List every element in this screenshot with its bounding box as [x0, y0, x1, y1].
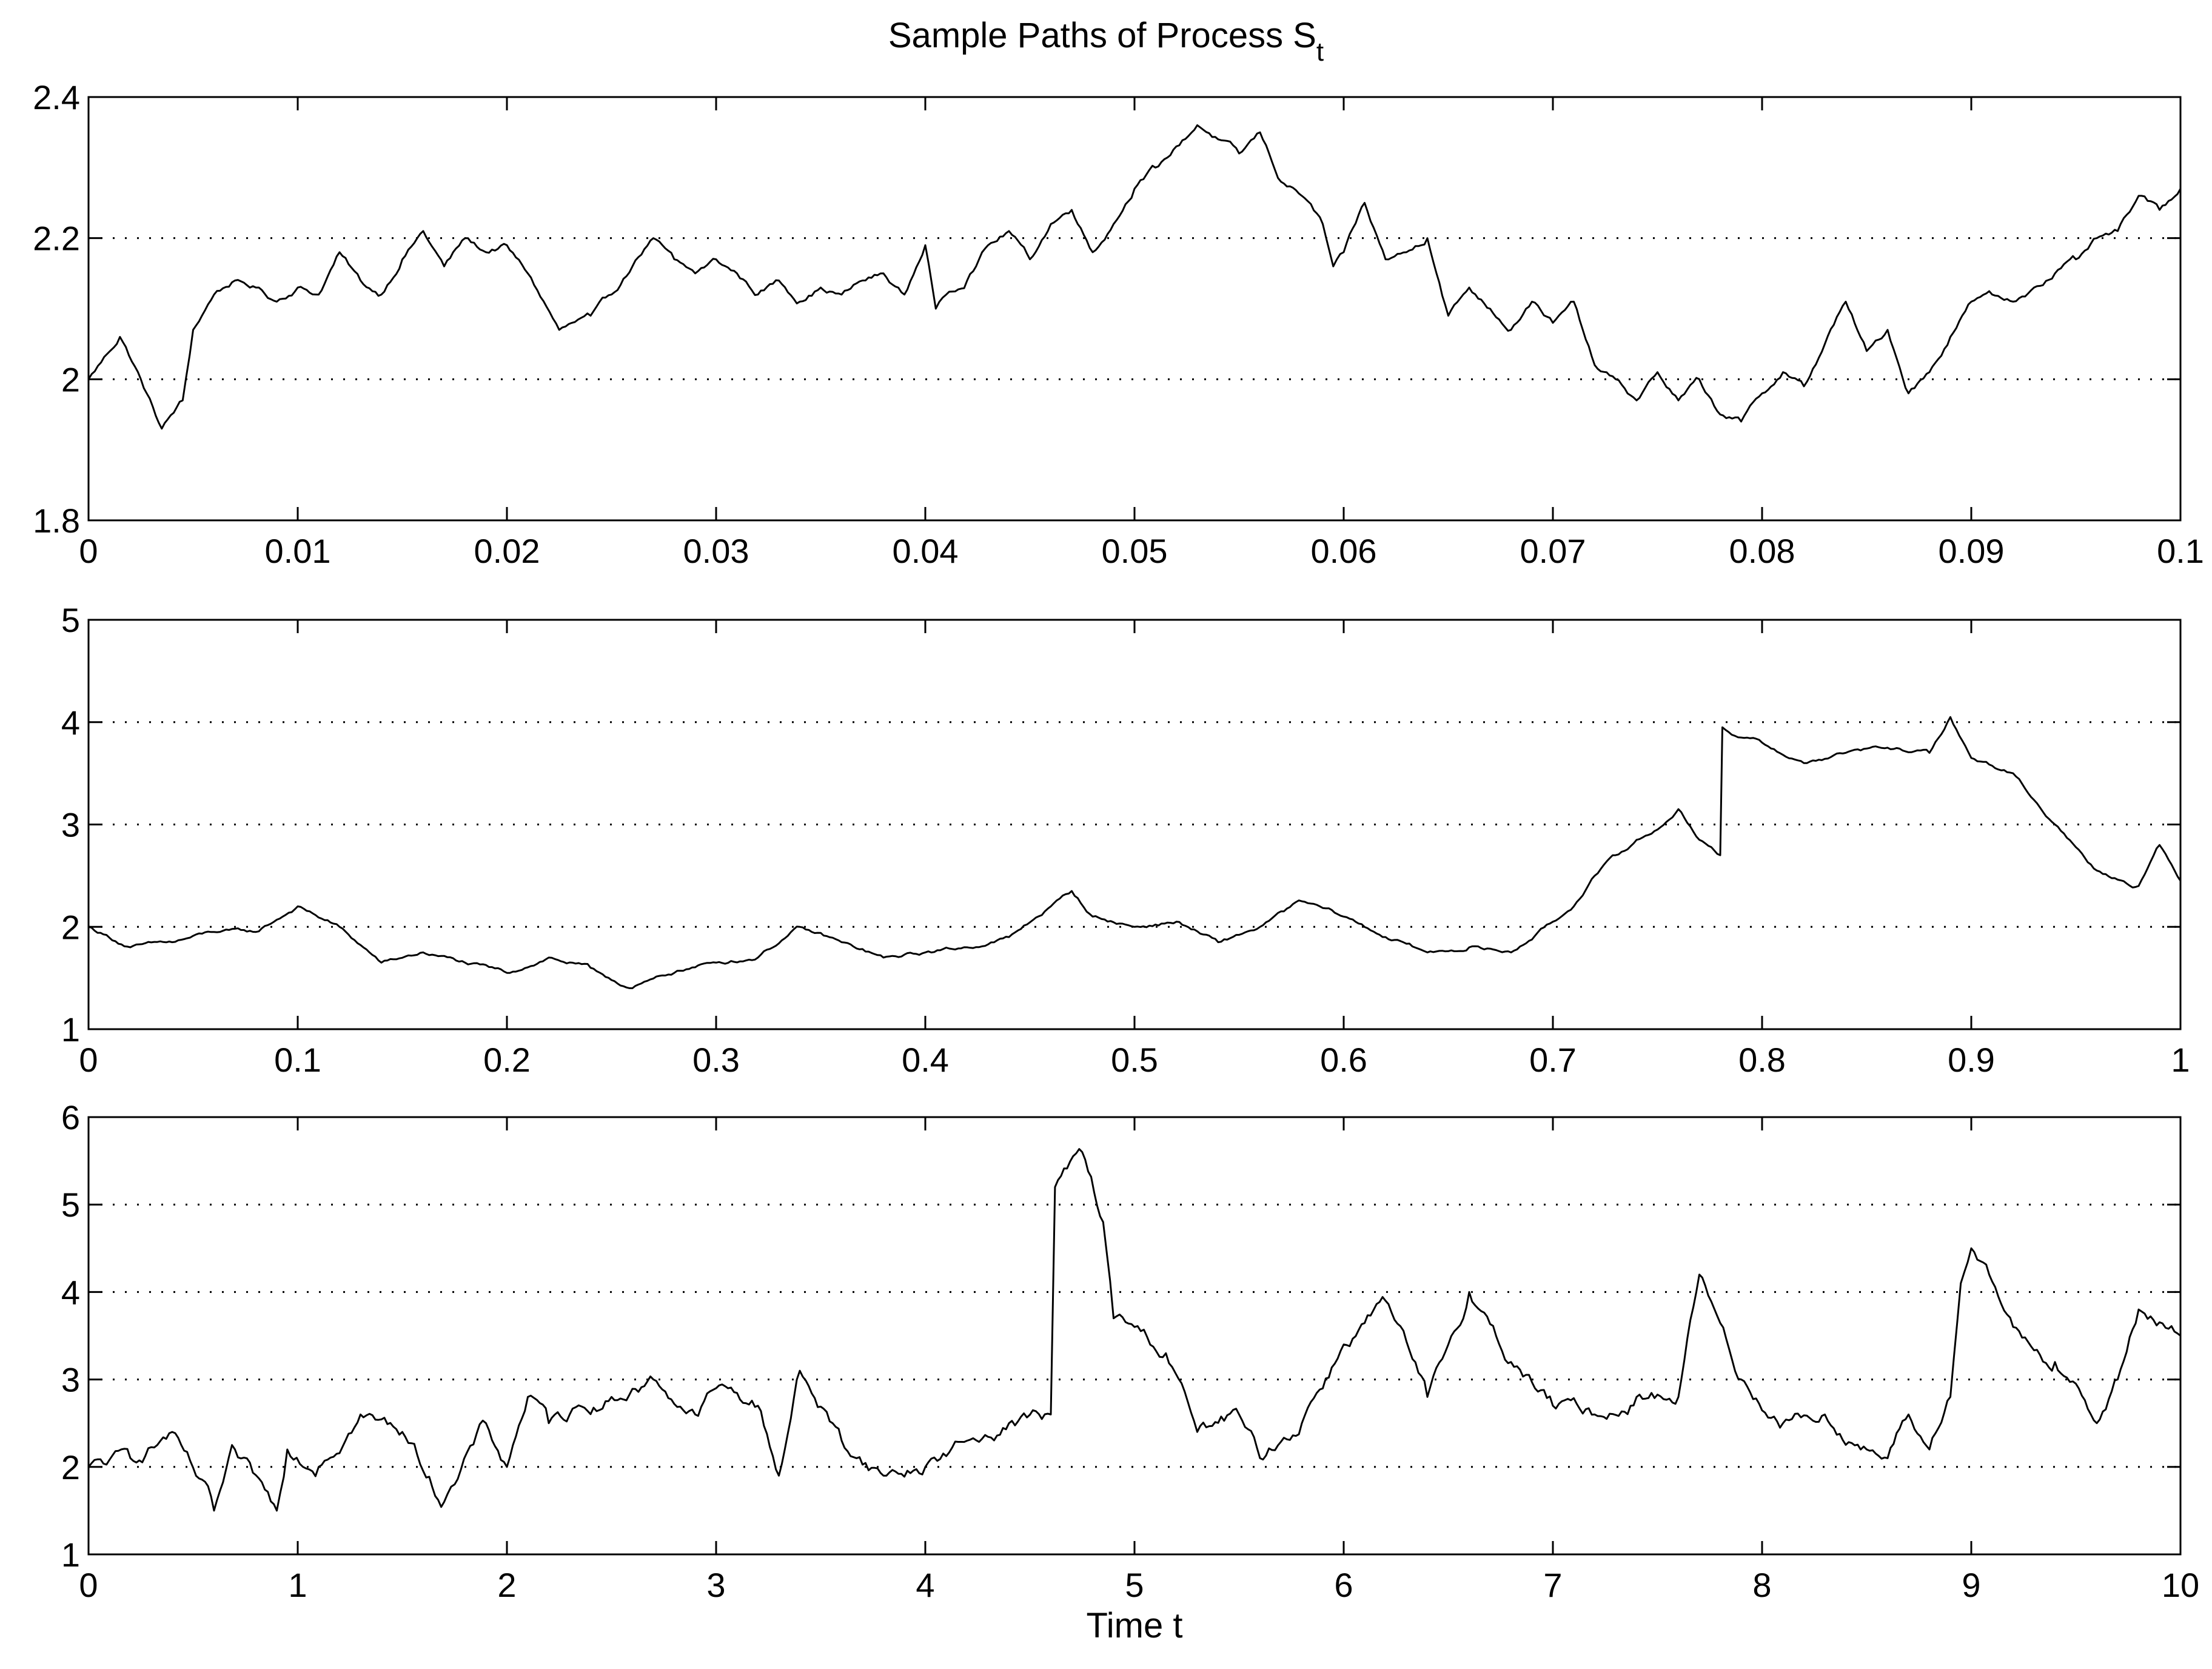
x-tick-label: 0.6 [1320, 1041, 1367, 1079]
x-tick-label: 0.07 [1520, 532, 1586, 570]
x-tick-label: 0.1 [2157, 532, 2204, 570]
x-tick-label: 0.05 [1102, 532, 1168, 570]
plot-frame [87, 619, 2182, 1030]
x-tick-label: 0.01 [265, 532, 331, 570]
y-tick-label: 2 [61, 360, 80, 398]
y-tick-label: 2 [61, 908, 80, 946]
x-axis-title: Time t [1087, 1606, 1183, 1645]
y-tick-label: 1.8 [33, 502, 80, 540]
x-tick-label: 9 [1962, 1566, 1980, 1604]
x-tick-label: 5 [1125, 1566, 1144, 1604]
x-tick-label: 0 [79, 1041, 98, 1079]
plot-frame [87, 1116, 2182, 1556]
x-tick-label: 4 [916, 1566, 934, 1604]
x-tick-label: 0 [79, 532, 98, 570]
x-tick-label: 0.4 [902, 1041, 949, 1079]
y-tick-label: 1 [61, 1010, 80, 1049]
figure-title: Sample Paths of Process St [888, 16, 1324, 67]
x-tick-label: 0.9 [1948, 1041, 1995, 1079]
x-tick-label: 8 [1752, 1566, 1771, 1604]
y-tick-label: 2 [61, 1448, 80, 1486]
y-tick-label: 2.2 [33, 220, 80, 258]
x-tick-label: 0.09 [1939, 532, 2005, 570]
x-tick-label: 6 [1334, 1566, 1353, 1604]
x-tick-label: 2 [497, 1566, 516, 1604]
panel-top: 0 0.01 0.02 0.03 0.04 0.05 0.06 0.07 0.08 0.09 0.1… [33, 78, 2204, 570]
series-line [89, 1148, 2180, 1512]
x-tick-label: 0 [79, 1566, 98, 1604]
y-tick-label: 3 [61, 806, 80, 844]
series-line [89, 716, 2180, 989]
x-tick-label: 0.5 [1111, 1041, 1158, 1079]
y-tick-label: 4 [61, 1273, 80, 1311]
x-tick-label: 0.1 [274, 1041, 321, 1079]
x-tick-label: 0.8 [1738, 1041, 1786, 1079]
y-tick-label: 1 [61, 1536, 80, 1574]
x-tick-label: 0.03 [683, 532, 749, 570]
series-line [89, 124, 2180, 430]
x-tick-label: 1 [288, 1566, 307, 1604]
x-tick-label: 3 [706, 1566, 725, 1604]
y-tick-label: 5 [61, 1186, 80, 1224]
x-tick-label: 0.08 [1729, 532, 1795, 570]
figure-title-subscript: t [1316, 37, 1324, 67]
y-tick-label: 3 [61, 1361, 80, 1399]
x-tick-label: 0.04 [893, 532, 959, 570]
y-tick-label: 4 [61, 704, 80, 742]
x-tick-label: 0.7 [1529, 1041, 1577, 1079]
x-tick-label: 0.2 [483, 1041, 531, 1079]
y-tick-label: 5 [61, 601, 80, 639]
plot-frame [87, 96, 2182, 522]
y-tick-label: 6 [61, 1098, 80, 1137]
x-tick-label: 0.3 [692, 1041, 740, 1079]
figure-title-main: Sample Paths of Process S [888, 16, 1316, 55]
panel-middle: 0 0.1 0.2 0.3 0.4 0.5 0.6 0.7 0.8 0.9 1 1 2 3 4 5 [61, 601, 2190, 1079]
x-tick-label: 1 [2171, 1041, 2190, 1079]
y-tick-label: 2.4 [33, 78, 80, 116]
x-tick-label: 10 [2162, 1566, 2199, 1604]
x-tick-label: 0.02 [474, 532, 540, 570]
x-tick-label: 0.06 [1311, 532, 1377, 570]
x-tick-label: 7 [1543, 1566, 1562, 1604]
